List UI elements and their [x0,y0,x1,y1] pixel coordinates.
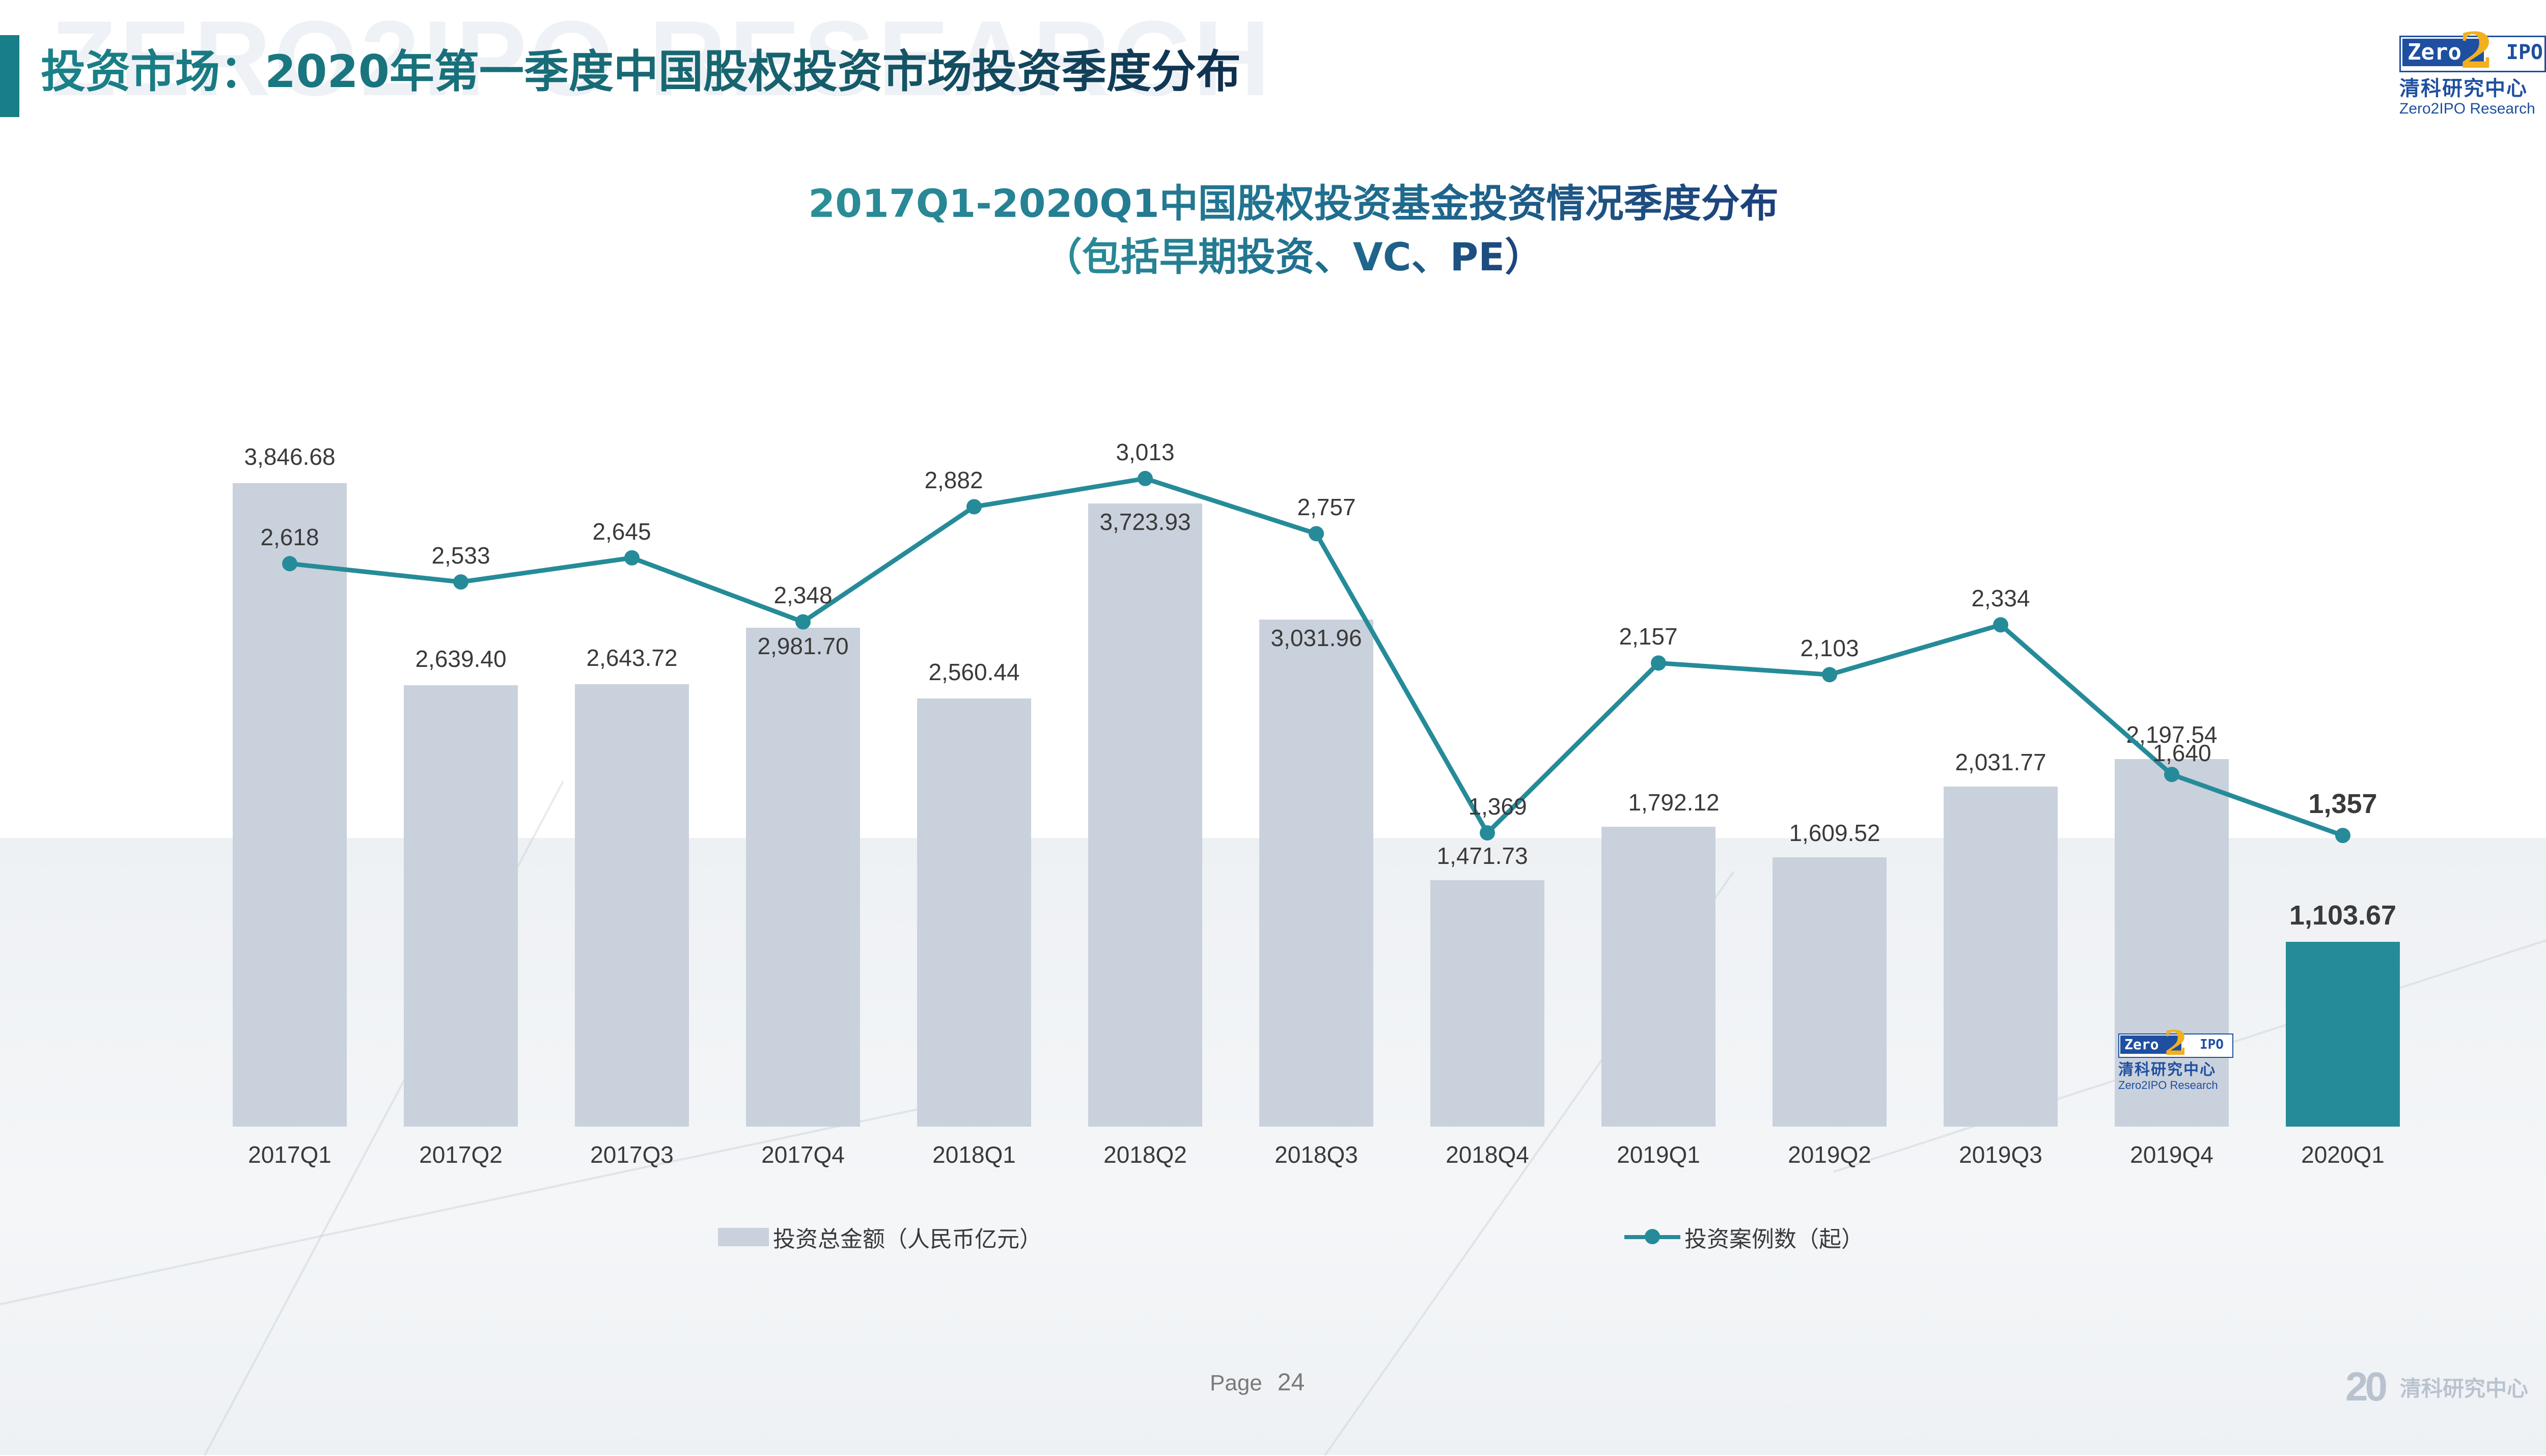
bar-value-label: 1,103.67 [2289,900,2397,931]
line-marker-icon [1138,470,1153,486]
line-value-label: 2,757 [1297,494,1356,521]
bar-2017Q1 [233,483,347,1127]
bar-2019Q1 [1601,827,1715,1127]
bar-2018Q2 [1088,503,1202,1127]
logo-two-glyph: 2 [2459,22,2494,79]
bar-value-label: 1,609.52 [1789,820,1880,847]
logo-two-glyph: 2 [2164,1023,2188,1063]
anniversary-20-icon: 20 [2345,1364,2388,1409]
line-value-label: 1,369 [1468,793,1527,820]
footer-brand-text: 清科研究中心 [2399,1376,2528,1401]
logo-en-text: Zero2IPO Research [2399,100,2535,117]
line-value-label: 2,157 [1619,623,1678,650]
x-axis-tick-label: 2018Q4 [1446,1141,1529,1168]
bar-value-label: 2,639.40 [415,645,507,672]
bar-value-label: 3,031.96 [1270,624,1362,651]
line-marker-icon [966,499,982,515]
x-axis-tick-label: 2017Q1 [248,1141,331,1168]
line-marker-icon [1309,526,1324,542]
line-value-label: 1,357 [2308,789,2377,820]
x-axis-tick-label: 2019Q4 [2130,1141,2213,1168]
x-axis-tick-label: 2017Q3 [590,1141,674,1168]
x-axis-tick-label: 2018Q1 [932,1141,1016,1168]
line-marker-icon [795,614,811,630]
chart-subtitle: （包括早期投资、VC、PE） [0,232,2546,283]
x-axis-tick-label: 2019Q2 [1788,1141,1871,1168]
chart-subtitle-text: （包括早期投资、VC、PE） [1043,234,1544,279]
footer-brand: 20 清科研究中心 [2345,1366,2528,1407]
logo-cn-text: 清科研究中心 [2118,1061,2216,1079]
bar-2019Q2 [1773,857,1887,1127]
line-marker-icon [624,550,640,566]
bar-value-label: 3,846.68 [244,443,336,470]
legend-line-marker-icon [1624,1229,1680,1244]
bar-2017Q4 [746,628,860,1127]
bar-2019Q4 [2115,759,2229,1127]
bar-2020Q1 [2286,942,2400,1127]
page-number-value: 24 [1277,1369,1305,1396]
legend-item-line: 投资案例数（起） [1624,1221,1864,1253]
x-axis-tick-label: 2019Q3 [1959,1141,2042,1168]
line-value-label: 2,348 [773,582,833,609]
logo-ipo-text: IPO [2506,41,2543,64]
bar-value-label: 3,723.93 [1099,509,1191,536]
zero2ipo-logo: Zero IPO 2 清科研究中心 Zero2IPO Research [2399,26,2546,117]
bar-value-label: 2,643.72 [586,645,678,671]
line-marker-icon [453,574,468,590]
line-value-label: 2,645 [592,518,651,545]
logo-cn-text: 清科研究中心 [2399,77,2528,100]
line-marker-icon [2164,767,2179,782]
title-accent-bar [0,35,19,117]
legend-bar-swatch-icon [718,1228,769,1246]
watermark-text: ZERO2IPO RESEARCH [51,5,1274,112]
line-value-label: 2,334 [1971,585,2030,612]
x-axis-tick-label: 2020Q1 [2301,1141,2385,1168]
line-value-label: 2,882 [924,467,983,494]
line-value-label: 2,103 [1800,635,1859,662]
legend-item-bar: 投资总金额（人民币亿元） [718,1221,1042,1253]
line-value-label: 2,618 [260,524,319,551]
bar-2018Q1 [917,698,1031,1127]
bar-2019Q3 [1944,787,2058,1127]
x-axis-tick-label: 2017Q4 [761,1141,845,1168]
bar-2017Q3 [575,684,689,1127]
page-number: Page 24 [1210,1368,1305,1396]
line-marker-icon [1822,667,1837,683]
logo-ipo-text: IPO [2200,1037,2224,1052]
line-marker-icon [1993,617,2008,633]
line-value-label: 3,013 [1116,438,1175,465]
line-value-label: 1,640 [2152,740,2211,767]
bar-value-label: 2,981.70 [757,633,849,660]
line-marker-icon [2335,828,2350,844]
x-axis-tick-label: 2018Q3 [1275,1141,1358,1168]
page-label: Page [1210,1370,1262,1395]
bar-value-label: 2,560.44 [928,658,1020,685]
bar-value-label: 2,031.77 [1955,749,2046,776]
legend-line-label: 投资案例数（起） [1684,1226,1864,1252]
line-marker-icon [1651,655,1666,671]
page-title: 投资市场：2020年第一季度中国股权投资市场投资季度分布 [41,44,1241,100]
logo-zero-text: Zero [2402,39,2484,66]
chart-title: 2017Q1-2020Q1中国股权投资基金投资情况季度分布 [0,178,2546,229]
chart-title-text: 2017Q1-2020Q1中国股权投资基金投资情况季度分布 [808,181,1779,226]
bar-value-label: 2,197.54 [2126,721,2218,748]
x-axis-tick-label: 2018Q2 [1103,1141,1187,1168]
x-axis-tick-label: 2017Q2 [419,1141,503,1168]
x-axis-tick-label: 2019Q1 [1617,1141,1700,1168]
bar-2018Q3 [1259,619,1373,1127]
line-marker-icon [1480,825,1495,841]
bar-2017Q2 [404,685,518,1127]
line-value-label: 2,533 [431,542,490,569]
line-marker-icon [282,556,297,572]
logo-en-text: Zero2IPO Research [2118,1079,2218,1091]
bar-2018Q4 [1430,880,1544,1127]
bar-value-label: 1,471.73 [1436,843,1528,870]
legend-bar-label: 投资总金额（人民币亿元） [773,1226,1042,1252]
logo-zero-text: Zero [2120,1035,2181,1054]
bar-value-label: 1,792.12 [1628,789,1720,816]
mini-zero2ipo-logo: Zero IPO 2 清科研究中心 Zero2IPO Research [2118,1026,2235,1091]
